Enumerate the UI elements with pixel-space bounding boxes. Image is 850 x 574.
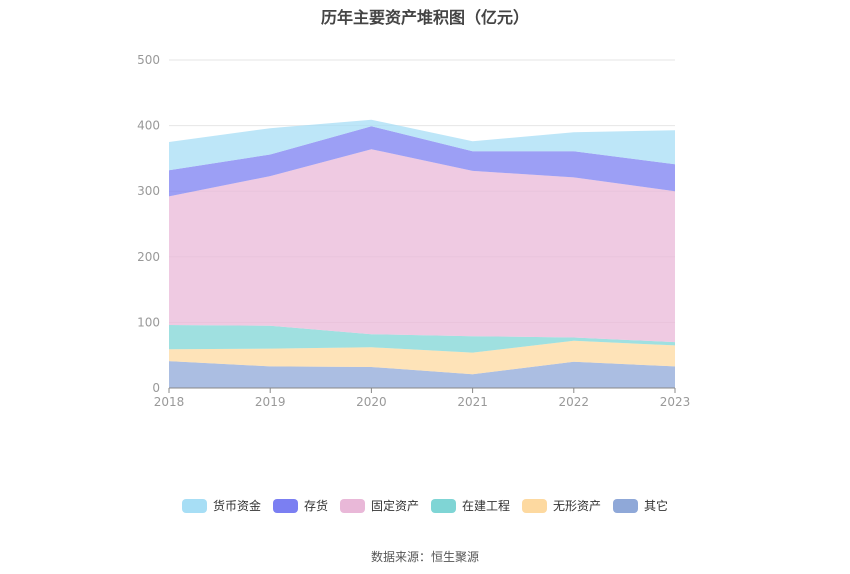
x-tick-label: 2020 [356, 395, 387, 409]
y-tick-label: 400 [137, 119, 160, 133]
legend-swatch [522, 498, 548, 513]
y-tick-label: 100 [137, 315, 160, 329]
legend-label: 存货 [303, 499, 328, 513]
chart-title: 历年主要资产堆积图（亿元） [320, 8, 529, 27]
chart-legend[interactable]: 货币资金 存货 固定资产 在建工程 无形资产 其它 [0, 497, 850, 514]
stacked-area-chart: 0 100 200 300 400 500 2018 2019 2020 2021 2022 2023 [137, 53, 691, 409]
y-tick-label: 200 [137, 250, 160, 264]
legend-swatch [181, 498, 207, 513]
x-tick-label: 2019 [255, 395, 286, 409]
legend-swatch [272, 498, 298, 513]
legend-item[interactable]: 无形资产 [522, 497, 601, 514]
data-source: 数据来源：恒生聚源 [370, 550, 479, 564]
area-series-固定资产 [169, 149, 675, 343]
area-series-其它 [169, 361, 675, 388]
legend-item[interactable]: 货币资金 [181, 497, 261, 514]
x-tick-label: 2022 [559, 395, 590, 409]
x-tick-label: 2023 [660, 395, 691, 409]
x-tick-label: 2021 [457, 395, 488, 409]
legend-label: 在建工程 [462, 499, 511, 513]
legend-label: 其它 [644, 499, 669, 513]
legend-item[interactable]: 在建工程 [431, 497, 510, 514]
legend-swatch [431, 498, 456, 513]
legend-swatch [613, 498, 639, 513]
legend-item[interactable]: 固定资产 [339, 497, 419, 514]
legend-item[interactable]: 其它 [613, 497, 668, 514]
area-series-货币资金 [169, 119, 675, 171]
y-tick-label: 300 [137, 184, 160, 198]
legend-label: 货币资金 [212, 499, 261, 513]
area-series-在建工程 [169, 325, 675, 353]
y-tick-label: 500 [137, 53, 160, 67]
area-series-无形资产 [169, 340, 675, 375]
legend-item[interactable]: 存货 [272, 497, 328, 514]
legend-swatch [339, 498, 365, 513]
area-series-存货 [169, 126, 675, 197]
y-tick-label: 0 [152, 381, 160, 395]
x-tick-label: 2018 [154, 395, 185, 409]
legend-label: 无形资产 [553, 499, 602, 513]
legend-label: 固定资产 [370, 499, 419, 513]
